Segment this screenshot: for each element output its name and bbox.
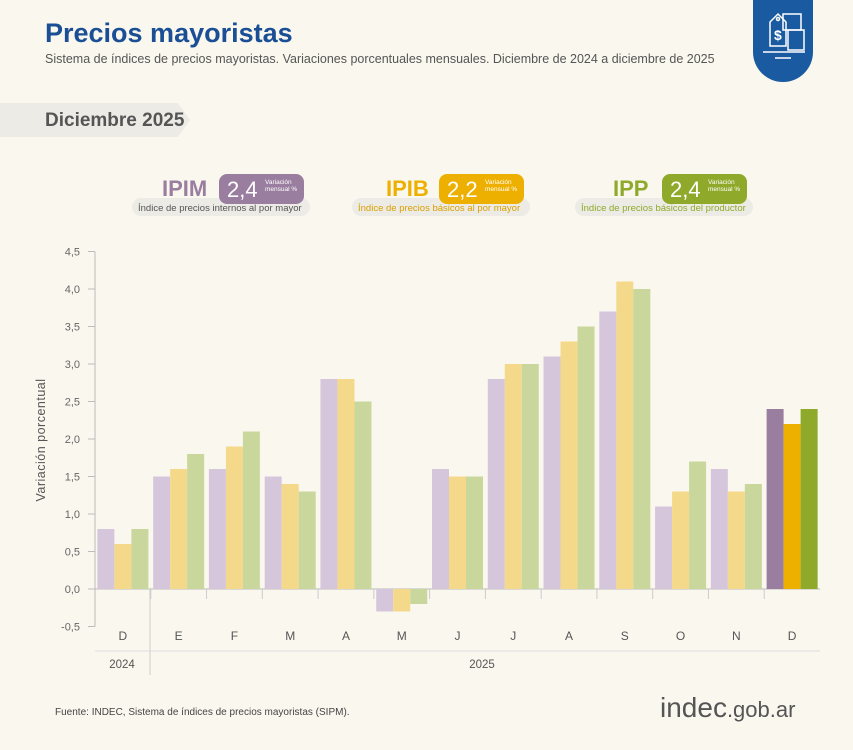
indicator-value-label: Variación mensual % [485, 179, 518, 193]
bar-ipim [487, 379, 505, 589]
indicator-value-label: Variación mensual % [708, 179, 741, 193]
y-tick-label: 2,5 [65, 397, 80, 409]
indicator-name: IPP [613, 176, 649, 201]
bar-ipp [633, 289, 651, 589]
x-tick-label: A [565, 629, 573, 643]
indicator-card-ipib: IPIB 2,2 Variación mensual % Índice de p… [352, 174, 532, 216]
bar-ipib [114, 544, 132, 589]
x-tick-label: N [732, 629, 741, 643]
indicator-card-ipim: IPIM 2,4 Variación mensual % Índice de p… [132, 174, 312, 216]
bar-ipib [281, 484, 299, 589]
bar-ipp [298, 491, 316, 589]
indicator-description: Índice de precios básicos al por mayor [358, 203, 521, 214]
bar-chart: -0,5 0,0 0,5 1,0 1,5 2,0 2,5 3,0 3,5 4,0 4,5 D E F M A M… [34, 247, 820, 675]
bar-ipim [655, 506, 673, 589]
bar-ipim [599, 311, 617, 589]
y-tick-label: 4,0 [65, 284, 80, 296]
svg-text:$: $ [774, 27, 782, 43]
x-tick-label: D [788, 629, 797, 643]
indicator-value: 2,2 [447, 177, 478, 202]
indicator-value-box: 2,2 Variación mensual % [439, 174, 524, 204]
x-tick-label: J [455, 629, 461, 643]
bar-ipp [800, 409, 818, 589]
y-tick-label: -0,5 [61, 622, 80, 634]
x-tick-label: E [175, 629, 183, 643]
indicator-value: 2,4 [227, 177, 258, 202]
bar-ipim [208, 469, 226, 589]
y-tick-label: 1,5 [65, 472, 80, 484]
bar-ipp [466, 476, 483, 589]
bar-ipim [97, 529, 115, 589]
y-tick-label: 1,0 [65, 509, 80, 521]
period-text: Diciembre 2025 [45, 110, 185, 131]
period-label: Diciembre 2025 [0, 103, 190, 137]
x-tick-label: O [676, 629, 685, 643]
bar-ipp [187, 454, 205, 589]
x-tick-label: A [342, 629, 350, 643]
year-label: 2024 [109, 659, 135, 671]
bar-ipib [170, 469, 188, 589]
logo-main: indec [660, 692, 727, 723]
logo-domain: .gob.ar [726, 697, 796, 722]
page-subtitle: Sistema de índices de precios mayoristas… [45, 52, 715, 66]
bar-ipib [225, 446, 243, 589]
y-tick-label: 2,0 [65, 434, 80, 446]
year-label: 2025 [469, 659, 495, 671]
bar-ipp [689, 461, 707, 589]
indicator-card-ipp: IPP 2,4 Variación mensual % Índice de pr… [575, 174, 755, 216]
bar-ipim [543, 356, 561, 589]
bar-ipib [783, 424, 801, 589]
indec-logo: indec.gob.ar [660, 692, 795, 724]
page-title: Precios mayoristas [45, 18, 293, 48]
indicator-name: IPIB [386, 176, 429, 201]
bar-ipim [376, 589, 394, 612]
y-tick-label: 0,5 [65, 547, 80, 559]
x-tick-label: D [119, 629, 128, 643]
bar-ipib [560, 341, 578, 589]
bar-ipp [354, 401, 372, 589]
bar-ipim [264, 476, 282, 589]
bar-ipp [410, 589, 428, 604]
y-tick-label: 3,5 [65, 322, 80, 334]
x-tick-label: S [621, 629, 629, 643]
bar-ipim [432, 469, 449, 589]
bar-ipim [710, 469, 728, 589]
bar-ipp [521, 364, 539, 589]
bar-ipim [766, 409, 784, 589]
indicator-value-box: 2,4 Variación mensual % [662, 174, 747, 204]
bar-ipib [672, 491, 690, 589]
indicator-description: Índice de precios básicos del productor [581, 203, 746, 214]
x-tick-label: J [510, 629, 516, 643]
indicator-value-label: Variación mensual % [265, 179, 298, 193]
bar-ipib [449, 476, 466, 589]
y-tick-label: 0,0 [65, 584, 80, 596]
bar-ipp [744, 484, 762, 589]
indicator-value-box: 2,4 Variación mensual % [219, 174, 304, 204]
x-tick-label: F [231, 629, 238, 643]
bar-ipim [153, 476, 171, 589]
indicator-description: Índice de precios internos al por mayor [138, 203, 302, 214]
bar-ipp [242, 431, 260, 589]
bar-ipim [320, 379, 338, 589]
x-tick-label: M [397, 629, 407, 643]
y-axis-label: Variación porcentual [34, 378, 48, 501]
x-tick-label: M [285, 629, 295, 643]
indicator-name: IPIM [162, 176, 208, 201]
bar-ipib [504, 364, 522, 589]
bar-ipib [337, 379, 355, 589]
source-note: Fuente: INDEC, Sistema de índices de pre… [55, 707, 350, 718]
bar-ipib [616, 281, 634, 589]
indicator-value: 2,4 [670, 177, 701, 202]
bar-ipib [727, 491, 745, 589]
y-tick-label: 4,5 [65, 247, 80, 259]
bar-ipp [577, 326, 595, 589]
bar-ipib [393, 589, 411, 612]
price-tag-boxes-icon: $ [753, 0, 813, 82]
bar-ipp [131, 529, 149, 589]
y-tick-label: 3,0 [65, 359, 80, 371]
